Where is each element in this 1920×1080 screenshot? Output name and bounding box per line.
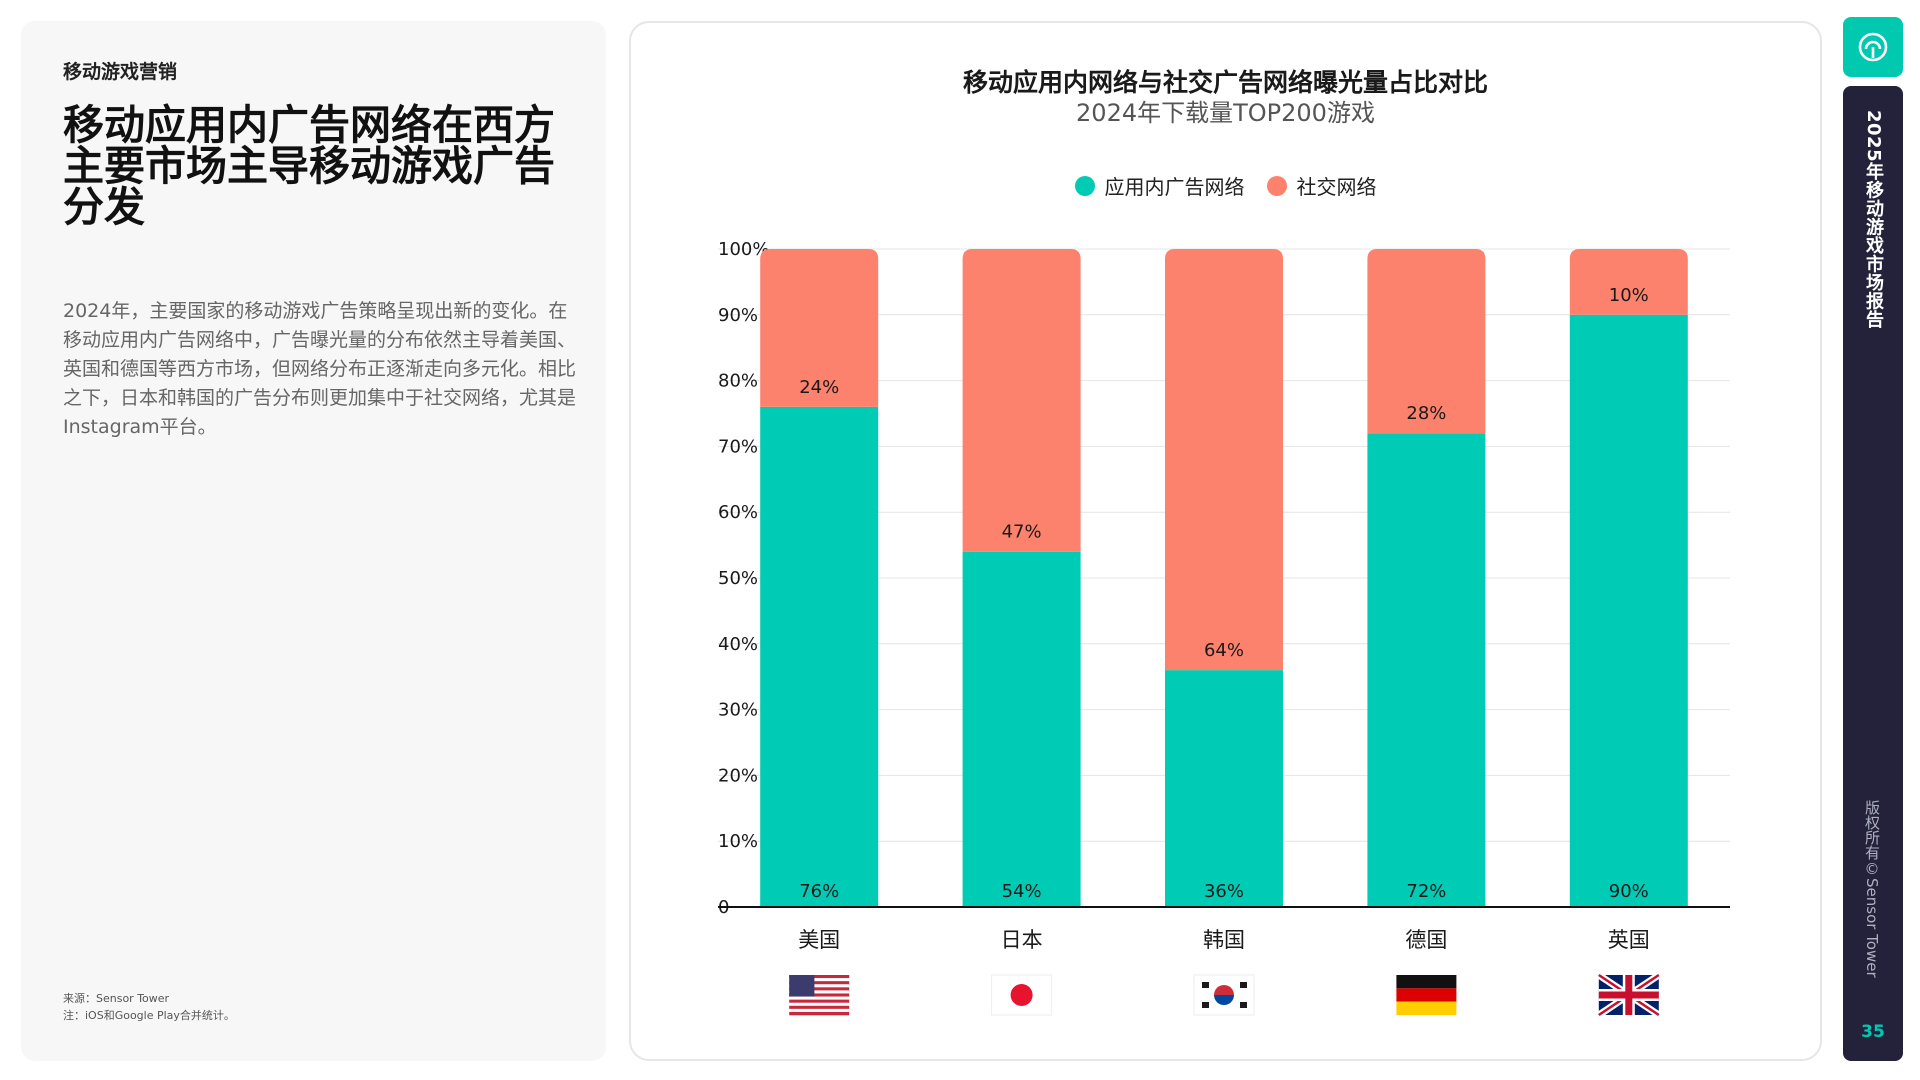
legend-item-in-app: 应用内广告网络: [1074, 171, 1245, 200]
logo-tile: [1843, 17, 1903, 77]
x-category-label: 英国: [1608, 928, 1650, 952]
section-tag: 移动游戏营销: [63, 61, 178, 83]
data-label: 36%: [1204, 881, 1244, 902]
bar-segment-social: [1367, 249, 1486, 434]
y-tick-label: 40%: [718, 634, 758, 655]
data-label: 90%: [1609, 881, 1649, 902]
y-tick-label: 50%: [718, 568, 758, 589]
bar-segment-social: [760, 249, 879, 407]
bar-segment-in-app: [760, 406, 879, 907]
copyright: 版权所有©Sensor Tower: [1863, 800, 1881, 978]
y-tick-label: 70%: [718, 436, 758, 457]
legend-swatch-in-app: [1074, 175, 1095, 196]
y-tick-label: 60%: [718, 502, 758, 523]
y-tick-label: 10%: [718, 831, 758, 852]
korea-flag-icon: [1193, 974, 1255, 1016]
report-title: 2025年移动游戏市场报告: [1863, 110, 1884, 329]
data-label: 64%: [1204, 640, 1244, 661]
legend-swatch-social: [1266, 175, 1287, 196]
data-label: 24%: [799, 377, 839, 398]
bar-segment-in-app: [962, 551, 1081, 907]
data-label: 54%: [1002, 881, 1042, 902]
bar-segment-in-app: [1569, 314, 1688, 907]
bar-segment-social: [962, 249, 1081, 552]
legend-item-social: 社交网络: [1266, 171, 1377, 200]
y-tick-label: 80%: [718, 371, 758, 392]
bar-segment-social: [1165, 249, 1283, 671]
stacked-bar-chart: 010%20%30%40%50%60%70%80%90%100%76%24%美国…: [718, 239, 1730, 1018]
us-flag-icon: [789, 975, 850, 1016]
data-label: 28%: [1406, 403, 1446, 424]
y-tick-label: 20%: [718, 765, 758, 786]
y-tick-label: 100%: [718, 239, 769, 260]
data-label: 76%: [799, 881, 839, 902]
japan-flag-icon: [991, 974, 1053, 1016]
legend-label-social: 社交网络: [1296, 175, 1377, 199]
description-paragraph: 2024年，主要国家的移动游戏广告策略呈现出新的变化。在移动应用内广告网络中，广…: [63, 300, 577, 438]
report-sidebar: [1843, 86, 1903, 1061]
platform-note: 注：iOS和Google Play合并统计。: [63, 1009, 235, 1022]
x-category-label: 日本: [1001, 928, 1043, 952]
x-category-label: 韩国: [1203, 928, 1245, 952]
page-headline: 移动应用内广告网络在西方主要市场主导移动游戏广告分发: [63, 101, 555, 231]
bar-segment-social: [1569, 249, 1688, 315]
chart-card: 移动应用内网络与社交广告网络曝光量占比对比 2024年下载量TOP200游戏 应…: [629, 21, 1822, 1061]
sensor-tower-logo-icon: [1858, 32, 1888, 62]
chart-legend: 应用内广告网络 社交网络: [631, 171, 1820, 200]
bar-segment-in-app: [1165, 670, 1283, 907]
source-note: 来源：Sensor Tower: [63, 992, 170, 1005]
page-number: 35: [1861, 1022, 1885, 1042]
bar-segment-in-app: [1367, 433, 1486, 907]
x-category-label: 美国: [798, 928, 840, 952]
x-category-label: 德国: [1405, 928, 1447, 952]
germany-flag-icon: [1396, 975, 1457, 1015]
uk-flag-icon: [1596, 972, 1661, 1018]
data-label: 10%: [1609, 285, 1649, 306]
chart-title: 移动应用内网络与社交广告网络曝光量占比对比: [962, 68, 1488, 97]
data-label: 47%: [1002, 522, 1042, 543]
y-tick-label: 30%: [718, 700, 758, 721]
legend-label-in-app: 应用内广告网络: [1104, 175, 1245, 199]
y-tick-label: 90%: [718, 305, 758, 326]
data-label: 72%: [1406, 881, 1446, 902]
left-panel: 移动游戏营销 移动应用内广告网络在西方主要市场主导移动游戏广告分发 2024年，…: [21, 21, 606, 1061]
footnotes: 来源：Sensor Tower 注：iOS和Google Play合并统计。: [63, 990, 235, 1024]
chart-subtitle: 2024年下载量TOP200游戏: [1076, 99, 1375, 127]
